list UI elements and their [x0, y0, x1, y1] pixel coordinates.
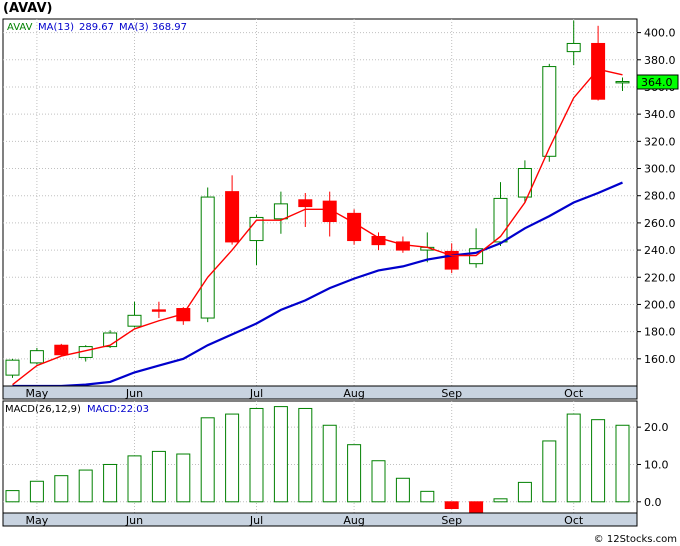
price-y-tick-label: 300.0	[644, 163, 676, 176]
candle-body	[200, 196, 215, 319]
price-x-axis: May Jun Jul Aug Sep Oct	[26, 387, 584, 400]
macd-bar	[200, 417, 215, 503]
candle-body	[54, 344, 69, 356]
price-x-tick-label: Aug	[343, 387, 364, 400]
macd-legend-label: MACD(26,12,9)	[5, 404, 81, 415]
macd-bar	[493, 498, 508, 503]
candle-body	[298, 199, 313, 208]
macd-bar	[151, 450, 166, 503]
moving-average-lines	[12, 68, 623, 388]
legend-ma3-value: 368.97	[152, 22, 187, 33]
price-panel: 160.0 180.0 200.0 220.0 240.0 260.0 280.0 300.0…	[2, 18, 679, 400]
macd-bar	[469, 501, 484, 514]
macd-y-tick-label: 20.0	[644, 421, 669, 434]
price-y-tick-label: 160.0	[644, 353, 676, 366]
ma3-line	[12, 68, 623, 386]
candle-body	[5, 359, 20, 376]
price-y-tick-label: 280.0	[644, 190, 676, 203]
price-y-tick-label: 380.0	[644, 54, 676, 67]
ma13-line	[12, 181, 623, 388]
price-y-tick-label: 400.0	[644, 27, 676, 40]
date-axis-band	[2, 385, 638, 400]
candle-body	[566, 42, 581, 53]
price-legend: AVAV MA(13) 289.67 MA(3) 368.97	[7, 22, 187, 33]
price-y-axis: 160.0 180.0 200.0 220.0 240.0 260.0 280.0 300.0…	[637, 27, 676, 366]
macd-bar	[395, 477, 410, 503]
macd-y-tick-label: 0.0	[644, 496, 662, 509]
price-y-tick-label: 240.0	[644, 244, 676, 257]
macd-bar	[298, 407, 313, 503]
macd-x-axis: May Jun Jul Aug Sep Oct	[26, 514, 584, 527]
macd-bar	[29, 480, 44, 503]
macd-bar	[444, 501, 459, 510]
credit-text: © 12Stocks.com	[594, 534, 677, 545]
macd-bar	[225, 413, 240, 503]
price-y-tick-label: 180.0	[644, 326, 676, 339]
price-y-tick-label: 220.0	[644, 271, 676, 284]
macd-y-tick-label: 10.0	[644, 458, 669, 471]
candle-body	[322, 200, 337, 223]
macd-bar	[54, 475, 69, 503]
candle-body	[542, 66, 557, 157]
macd-x-tick-label: Oct	[564, 514, 584, 527]
macd-legend-value: MACD:22.03	[87, 404, 149, 415]
price-y-tick-label: 260.0	[644, 217, 676, 230]
macd-x-tick-label: Sep	[441, 514, 462, 527]
price-x-tick-label: Oct	[564, 387, 584, 400]
macd-bar	[371, 460, 386, 503]
macd-bar	[176, 453, 191, 503]
candle-body	[273, 203, 288, 220]
legend-symbol: AVAV	[7, 22, 33, 33]
candle-body	[127, 314, 142, 327]
macd-bar	[566, 413, 581, 503]
legend-ma13-value: 289.67	[79, 22, 114, 33]
macd-x-tick-label: Aug	[343, 514, 364, 527]
last-price-label: 364.0	[641, 76, 673, 89]
candle-body	[371, 235, 386, 246]
macd-bar	[103, 463, 118, 503]
candle-body	[615, 81, 630, 84]
price-y-tick-label: 320.0	[644, 135, 676, 148]
price-x-tick-label: Sep	[441, 387, 462, 400]
macd-x-tick-label: May	[26, 514, 49, 527]
candle-body	[29, 350, 44, 364]
macd-bar	[420, 490, 435, 503]
candle-body	[517, 168, 532, 198]
macd-x-tick-label: Jun	[125, 514, 143, 527]
macd-bar	[78, 469, 93, 503]
macd-bar	[322, 424, 337, 503]
price-x-tick-label: Jul	[249, 387, 263, 400]
candles	[5, 20, 630, 378]
macd-date-axis-band	[2, 512, 638, 527]
macd-bar	[542, 440, 557, 503]
macd-plot-frame	[2, 400, 638, 514]
candle-body	[347, 212, 362, 242]
chart-title: (AVAV)	[3, 1, 52, 16]
macd-panel: 0.0 10.0 20.0 May Jun Jul Aug Sep Oct MACD(26,1…	[2, 400, 669, 527]
price-y-tick-label: 200.0	[644, 298, 676, 311]
macd-bar	[249, 407, 264, 503]
last-price-box	[636, 74, 679, 90]
price-x-tick-label: Jun	[125, 387, 143, 400]
candle-body	[225, 191, 240, 243]
macd-bar	[517, 481, 532, 503]
legend-ma13-label: MA(13)	[38, 22, 74, 33]
macd-bar	[273, 406, 288, 503]
macd-x-tick-label: Jul	[249, 514, 263, 527]
macd-bar	[127, 455, 142, 503]
macd-y-axis: 0.0 10.0 20.0	[637, 421, 669, 509]
legend-ma3-label: MA(3)	[119, 22, 149, 33]
candle-body	[151, 309, 166, 312]
price-grid	[3, 32, 637, 360]
macd-bar	[5, 490, 20, 503]
macd-bar	[591, 419, 606, 503]
macd-bars	[5, 406, 630, 514]
price-plot-frame	[2, 18, 638, 387]
macd-bar	[347, 444, 362, 503]
macd-bar	[615, 424, 630, 503]
price-y-tick-label: 340.0	[644, 108, 676, 121]
price-x-tick-label: May	[26, 387, 49, 400]
candle-body	[591, 42, 606, 100]
